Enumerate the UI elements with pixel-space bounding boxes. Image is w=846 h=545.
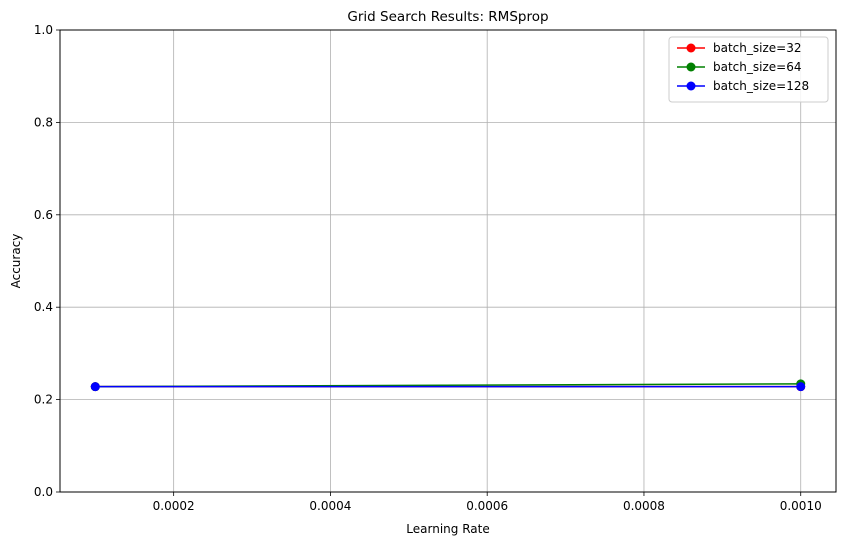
legend-label: batch_size=128 [713,79,809,93]
y-tick-label: 1.0 [34,23,53,37]
x-tick-label: 0.0006 [466,499,508,513]
legend-item: batch_size=32 [677,41,801,55]
y-tick-label: 0.0 [34,485,53,499]
legend-marker [686,62,696,72]
x-tick-label: 0.0002 [153,499,195,513]
legend-label: batch_size=32 [713,41,801,55]
y-tick-label: 0.8 [34,115,53,129]
series-batch-size-128 [90,382,806,392]
legend-marker [686,43,696,53]
legend-item: batch_size=64 [677,60,801,74]
y-axis-ticks: 0.0 0.2 0.4 0.6 0.8 1.0 [34,23,60,499]
y-tick-label: 0.6 [34,208,53,222]
plot-frame [59,29,837,493]
y-tick-label: 0.4 [34,300,53,314]
y-tick-label: 0.2 [34,393,53,407]
data-point [90,382,100,392]
legend-marker [686,81,696,91]
x-tick-label: 0.0008 [623,499,665,513]
x-tick-label: 0.0010 [780,499,822,513]
x-axis-ticks: 0.0002 0.0004 0.0006 0.0008 0.0010 [153,492,822,513]
x-tick-label: 0.0004 [309,499,351,513]
legend-item: batch_size=128 [677,79,809,93]
legend: batch_size=32 batch_size=64 batch_size=128 [668,36,829,103]
data-point [796,382,806,392]
legend-label: batch_size=64 [713,60,801,74]
chart-title: Grid Search Results: RMSprop [347,9,548,25]
y-axis-label: Accuracy [9,234,23,289]
legend-box [668,36,829,103]
plot-lines [90,379,806,392]
x-axis-label: Learning Rate [406,522,489,536]
series-batch-size-64 [90,379,806,392]
